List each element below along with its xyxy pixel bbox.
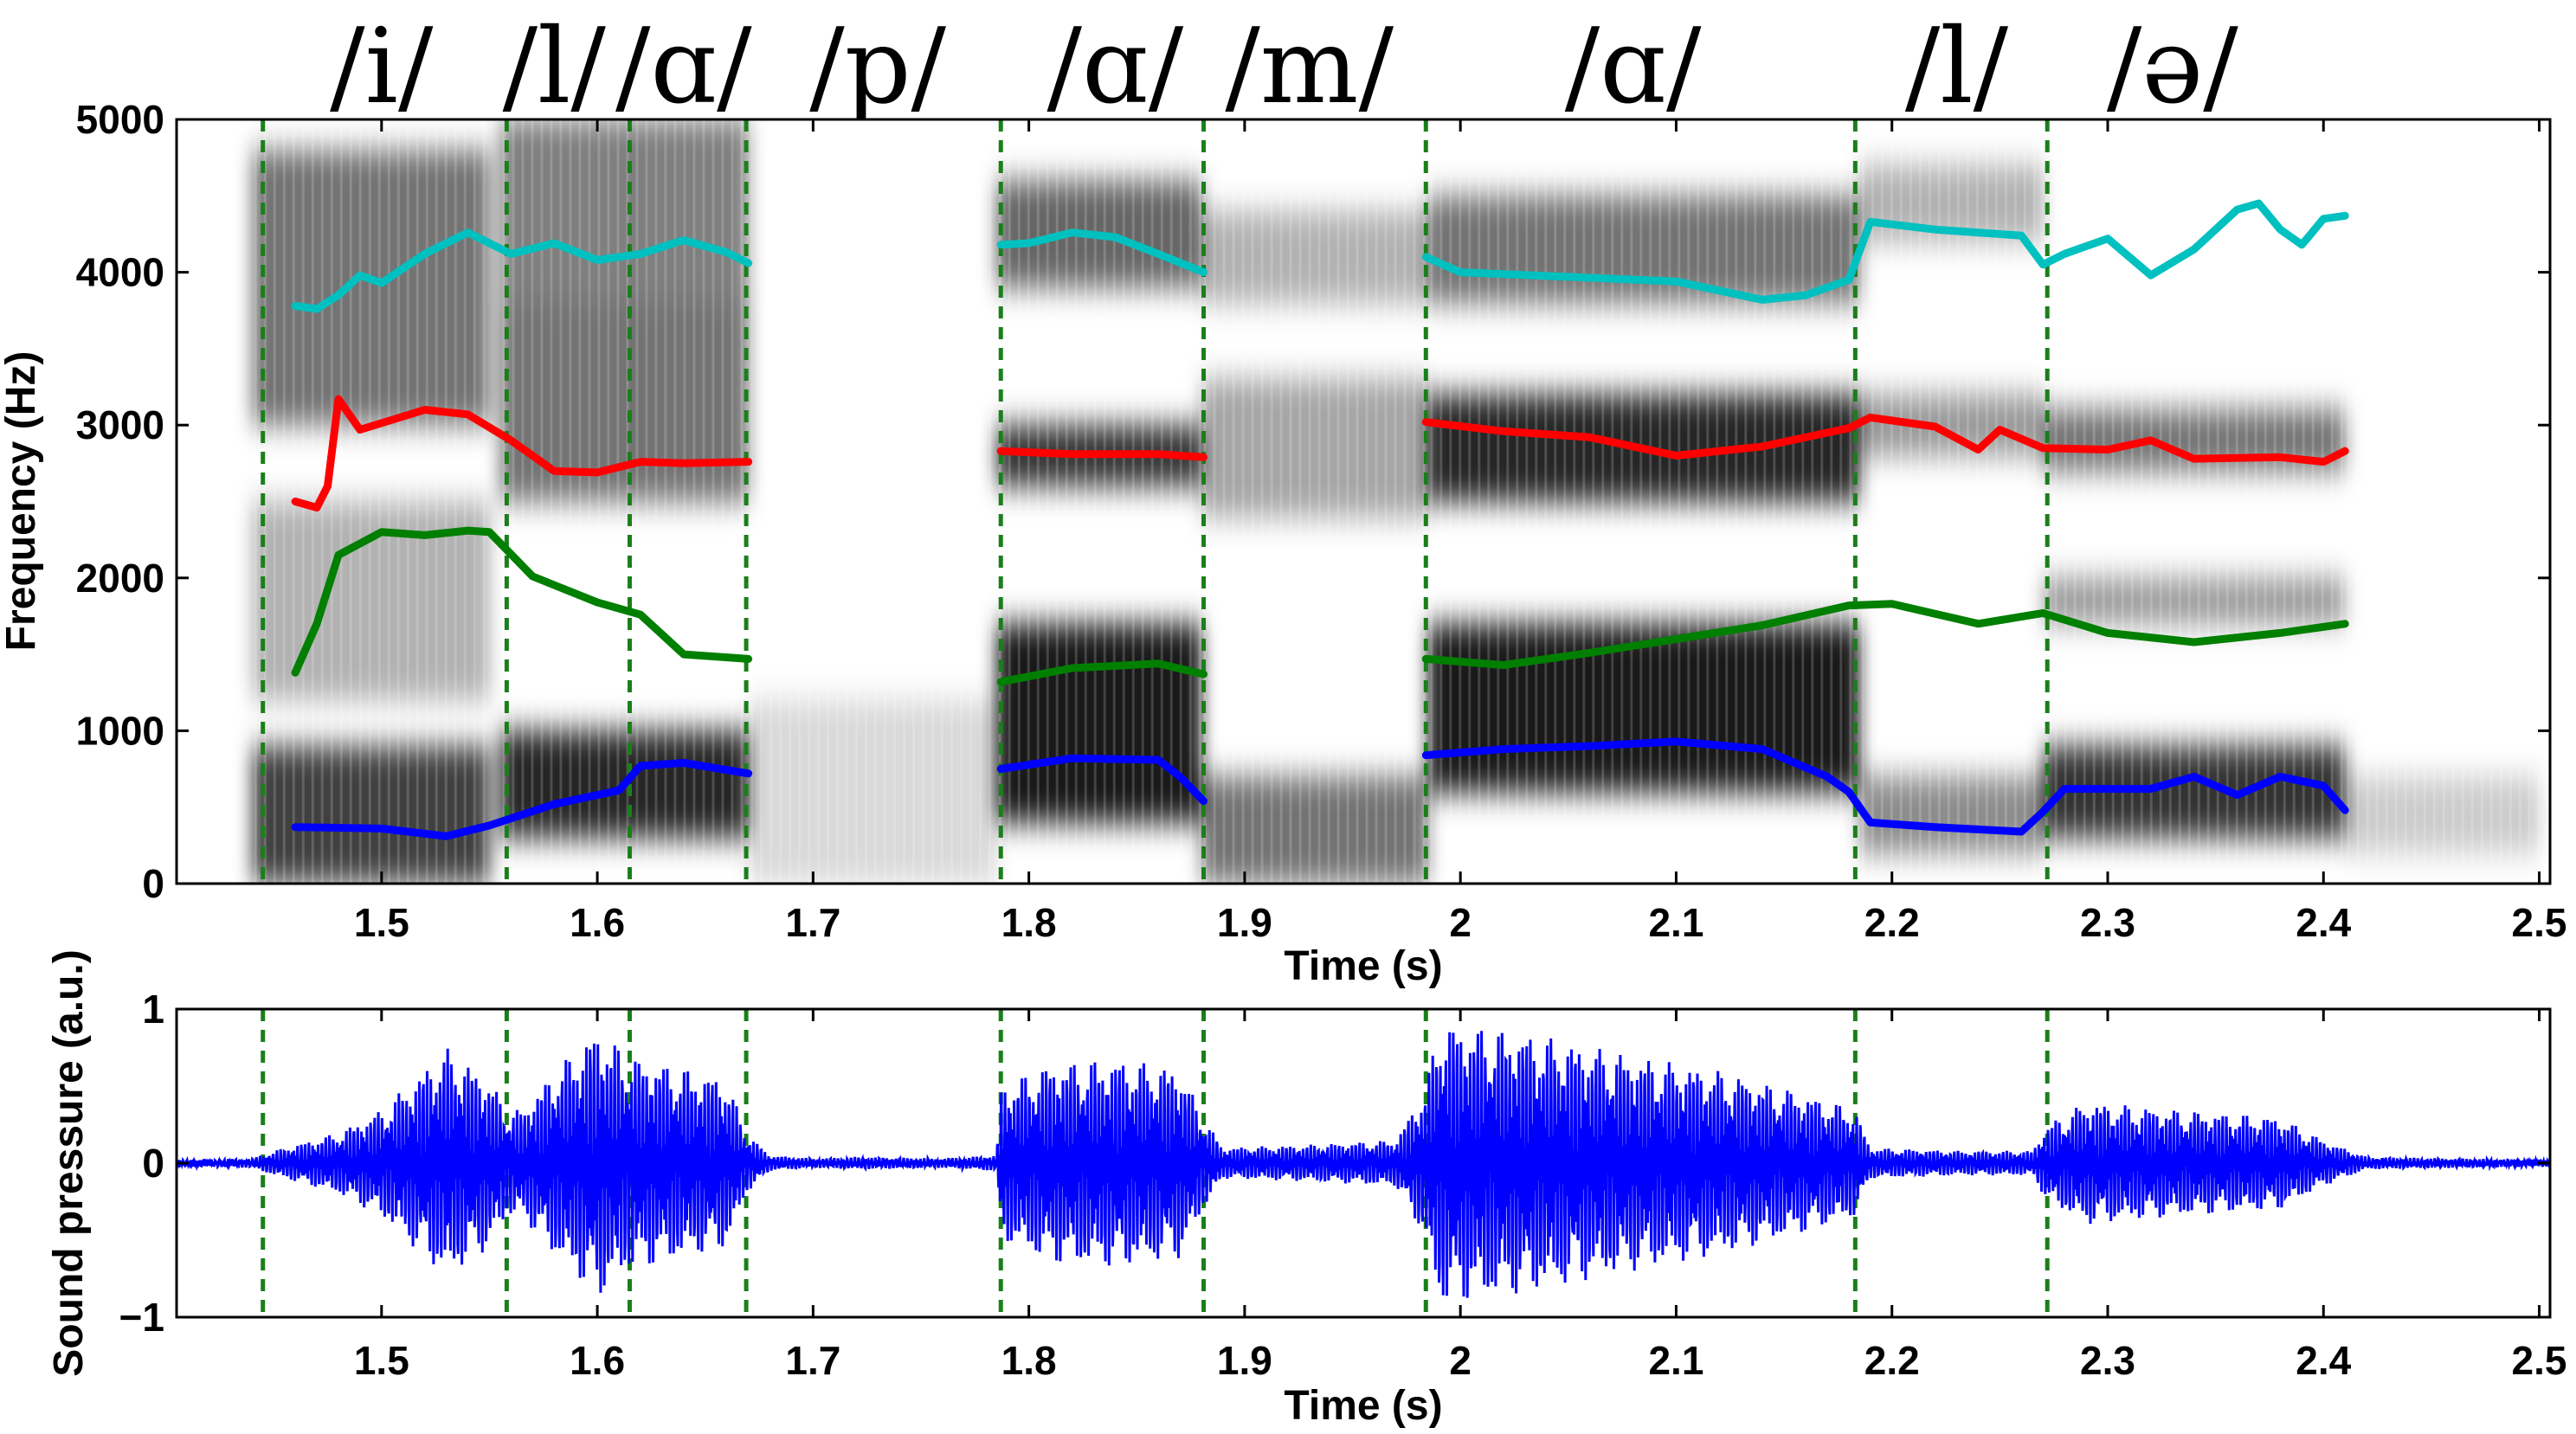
x-tick-label: 2.3 [2080, 900, 2135, 945]
x-tick-label: 2.1 [1648, 1338, 1703, 1383]
segment-boundaries-spectrogram [261, 119, 2050, 884]
formant-track-line [291, 526, 753, 677]
spectrogram-x-ticks: 1.5 1.6 1.7 1.8 1.9 2 2.1 2.2 2.3 2.4 2.5 [354, 119, 2567, 945]
formant-track-line [1421, 199, 2349, 304]
spectrogram-y-ticks: 0 1000 2000 3000 4000 5000 [76, 97, 2550, 906]
waveform-signal [177, 1031, 2550, 1298]
x-tick-label: 1.7 [785, 900, 840, 945]
formant-track-line [1421, 413, 2349, 466]
spectrogram-panel: 1.5 1.6 1.7 1.8 1.9 2 2.1 2.2 2.3 2.4 2.5 0 1000 200… [0, 97, 2567, 989]
spectrogram-energy-band [2043, 577, 2346, 624]
x-tick-label: 2.4 [2296, 1338, 2351, 1383]
spectrogram-energy-band [499, 119, 749, 303]
formant-track-line [291, 395, 753, 512]
waveform-x-axis-label: Time (s) [1284, 1383, 1442, 1429]
phoneme-label: /m/ [1225, 7, 1394, 127]
spectrogram-energy-band [2345, 776, 2540, 853]
waveform-x-ticks: 1.5 1.6 1.7 1.8 1.9 2 2.1 2.2 2.3 2.4 2.5 [354, 1009, 2567, 1383]
x-tick-label: 1.6 [570, 900, 625, 945]
x-tick-label: 1.8 [1001, 1338, 1057, 1383]
spectrogram-energy-band [1201, 776, 1428, 884]
spectrogram-energy-band [996, 623, 1202, 823]
x-tick-label: 1.9 [1217, 1338, 1272, 1383]
phoneme-label: /ɑ/ [1565, 7, 1702, 127]
x-tick-label: 2.5 [2512, 900, 2567, 945]
waveform-line [177, 1031, 2550, 1298]
y-tick-label: 1 [142, 987, 164, 1032]
spectrogram-energy-band [1201, 379, 1428, 518]
spectrogram-energy-band [252, 746, 490, 884]
phoneme-label: /ɑ/ [615, 7, 752, 127]
phoneme-label: /l/ [503, 7, 607, 127]
x-tick-label: 2.1 [1648, 900, 1703, 945]
x-tick-label: 1.5 [354, 1338, 409, 1383]
waveform-y-ticks: −1 0 1 [119, 987, 2550, 1340]
x-tick-label: 2.3 [2080, 1338, 2135, 1383]
x-tick-label: 2.2 [1864, 900, 1920, 945]
formant-track-line [996, 754, 1208, 806]
spectrogram-energy-band [499, 302, 749, 502]
y-tick-label: 1000 [76, 708, 164, 753]
spectrogram-energy-band [748, 700, 997, 884]
y-tick-label: 5000 [76, 97, 164, 142]
formant-track-line [996, 228, 1208, 277]
phoneme-label: /p/ [809, 7, 946, 127]
formant-track-line [1421, 600, 2349, 669]
formant-track-line [996, 659, 1208, 686]
y-tick-label: 0 [142, 1141, 164, 1186]
x-tick-label: 2 [1449, 900, 1472, 945]
x-tick-label: 1.8 [1001, 900, 1057, 945]
spectrogram-energy-band [252, 150, 490, 426]
phoneme-label-row: /i//l//ɑ//p//ɑ//m//ɑ//l//ə/ [330, 7, 2238, 127]
waveform-panel: 1.5 1.6 1.7 1.8 1.9 2 2.1 2.2 2.3 2.4 2.5 −1 0 1 Tim… [46, 949, 2567, 1429]
formant-track-line [996, 447, 1208, 461]
y-tick-label: 3000 [76, 402, 164, 447]
x-tick-label: 2 [1449, 1338, 1472, 1383]
spectrogram-axes-frame [175, 118, 2552, 885]
formant-track-line [291, 759, 753, 840]
y-tick-label: 4000 [76, 250, 164, 295]
formant-tracks [291, 199, 2349, 840]
spectrogram-energy-band [1427, 196, 1860, 303]
formant-track-line [1421, 737, 2349, 836]
x-tick-label: 2.2 [1864, 1338, 1920, 1383]
phoneme-label: /i/ [330, 7, 434, 127]
x-tick-label: 1.7 [785, 1338, 840, 1383]
phoneme-label: /l/ [1905, 7, 2009, 127]
x-tick-label: 2.5 [2512, 1338, 2567, 1383]
phoneme-label: /ə/ [2107, 7, 2238, 127]
y-tick-label: −1 [119, 1295, 164, 1340]
spectrogram-energy-band [1201, 210, 1428, 303]
x-tick-label: 1.5 [354, 900, 409, 945]
y-tick-label: 2000 [76, 556, 164, 601]
x-tick-label: 1.9 [1217, 900, 1272, 945]
spectrogram-energy-band [1859, 394, 2044, 456]
spectrogram-energy-band [1859, 776, 2044, 853]
spectrogram-y-axis-label: Frequency (Hz) [0, 351, 44, 652]
waveform-y-axis-label: Sound pressure (a.u.) [46, 949, 92, 1376]
x-tick-label: 1.6 [570, 1338, 625, 1383]
x-tick-label: 2.4 [2296, 900, 2351, 945]
spectrogram-x-axis-label: Time (s) [1284, 943, 1442, 989]
formant-track-line [291, 228, 753, 313]
y-tick-label: 0 [142, 861, 164, 906]
phoneme-label: /ɑ/ [1046, 7, 1183, 127]
